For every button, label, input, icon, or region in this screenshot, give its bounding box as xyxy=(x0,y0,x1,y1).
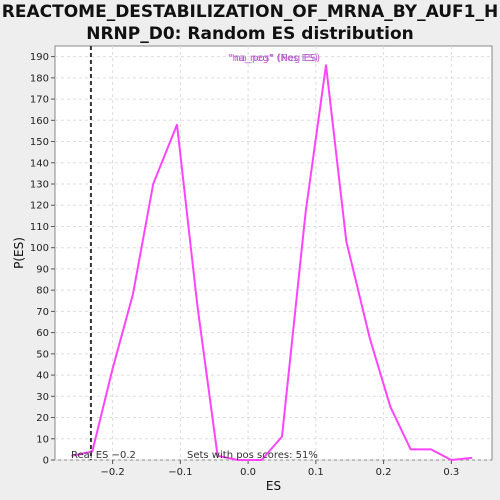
es-distribution-point xyxy=(346,241,348,243)
x-axis-label: ES xyxy=(266,479,281,493)
y-axis-label: P(ES) xyxy=(12,237,26,269)
y-tick-label: 160 xyxy=(30,116,49,127)
x-tick-label: −0.2 xyxy=(100,467,124,478)
y-tick-label: 140 xyxy=(30,158,49,169)
y-tick-label: 190 xyxy=(30,52,49,63)
es-distribution-point xyxy=(305,211,307,213)
y-tick-label: 120 xyxy=(30,201,49,212)
x-tick-label: −0.1 xyxy=(168,467,192,478)
y-tick-label: 40 xyxy=(36,371,49,382)
es-distribution-point xyxy=(152,183,154,185)
es-distribution-point xyxy=(369,338,371,340)
y-tick-label: 0 xyxy=(43,456,49,467)
y-tick-label: 60 xyxy=(36,328,49,339)
es-distribution-point xyxy=(112,368,114,370)
y-tick-label: 50 xyxy=(36,349,49,360)
real-es-annotation: Real ES −0.2 xyxy=(71,450,136,461)
y-tick-label: 70 xyxy=(36,307,49,318)
y-tick-label: 130 xyxy=(30,180,49,191)
es-distribution-point xyxy=(132,294,134,296)
x-tick-label: 0.3 xyxy=(443,467,459,478)
x-tick-label: 0.1 xyxy=(308,467,324,478)
es-distribution-point xyxy=(451,459,453,461)
pos-scores-annotation: Sets with pos scores: 51% xyxy=(187,450,318,461)
y-tick-label: 180 xyxy=(30,73,49,84)
es-distribution-point xyxy=(430,449,432,451)
y-tick-label: 150 xyxy=(30,137,49,148)
es-distribution-point xyxy=(196,304,198,306)
x-tick-label: 0.2 xyxy=(376,467,392,478)
y-tick-label: 30 xyxy=(36,392,49,403)
y-tick-label: 100 xyxy=(30,243,49,254)
es-distribution-point xyxy=(176,124,178,126)
y-tick-label: 90 xyxy=(36,264,49,275)
plot-area xyxy=(55,46,492,460)
y-tick-label: 10 xyxy=(36,434,49,445)
es-distribution-point xyxy=(390,406,392,408)
es-distribution-point xyxy=(410,449,412,451)
y-tick-label: 170 xyxy=(30,95,49,106)
es-distribution-point xyxy=(281,436,283,438)
x-tick-label: 0.0 xyxy=(240,467,256,478)
es-distribution-point xyxy=(325,64,327,66)
es-distribution-point xyxy=(471,457,473,459)
legend-entry: "na_pos" (Pos ES) xyxy=(230,53,318,64)
y-tick-label: 20 xyxy=(36,413,49,424)
y-tick-label: 80 xyxy=(36,286,49,297)
y-tick-label: 110 xyxy=(30,222,49,233)
